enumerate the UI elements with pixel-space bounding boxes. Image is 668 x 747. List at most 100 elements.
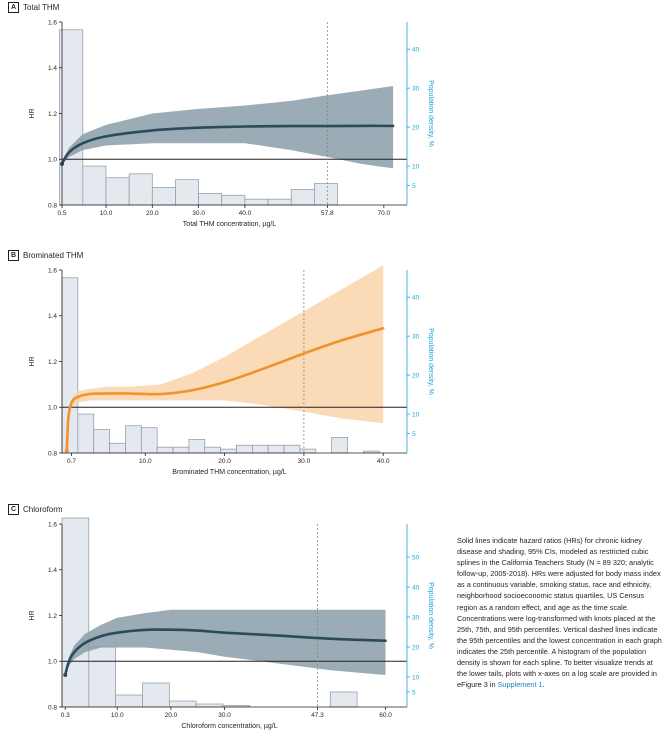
histogram-bar bbox=[128, 173, 153, 206]
histogram-bar bbox=[244, 198, 269, 206]
histogram-bar bbox=[331, 437, 348, 454]
x-tick-label: 57.8 bbox=[321, 210, 334, 217]
histogram-bar bbox=[175, 179, 199, 206]
x-tick-label: 10.0 bbox=[139, 458, 152, 465]
panel-a-letter: A bbox=[8, 2, 19, 13]
histogram-bar bbox=[77, 413, 95, 454]
spline-start-point bbox=[64, 448, 69, 453]
histogram-bar bbox=[267, 198, 292, 206]
histogram-bar bbox=[93, 429, 110, 454]
x-tick-label: 0.7 bbox=[67, 458, 76, 465]
confidence-band bbox=[65, 609, 386, 675]
histogram-bar bbox=[156, 446, 174, 454]
y2-tick-label: 40 bbox=[412, 295, 420, 302]
histogram-bar bbox=[188, 439, 206, 454]
y-tick-label: 0.8 bbox=[48, 202, 57, 209]
y-tick-label: 1.4 bbox=[48, 313, 57, 320]
figure-caption: Solid lines indicate hazard ratios (HRs)… bbox=[457, 535, 662, 690]
y-axis-label: HR bbox=[29, 610, 36, 620]
histogram-bar bbox=[168, 700, 197, 708]
y2-axis-label: Population density, % bbox=[427, 328, 434, 395]
y-tick-label: 0.8 bbox=[48, 450, 57, 457]
histogram-bar bbox=[236, 444, 253, 454]
y-tick-label: 1.6 bbox=[48, 19, 57, 26]
x-axis-label: Chloroform concentration, µg/L bbox=[181, 723, 277, 730]
histogram-bar bbox=[140, 427, 158, 454]
x-tick-label: 10.0 bbox=[100, 210, 113, 217]
chart-brominated-thm: 0.8 1.0 1.2 1.4 1.6 HR 0.7 10.0 20.0 30.0 40.0 Brom… bbox=[29, 265, 434, 476]
histogram-bar bbox=[329, 691, 358, 708]
x-tick-label: 40.0 bbox=[239, 210, 252, 217]
y2-tick-label: 20 bbox=[412, 372, 420, 379]
panel-c-title-text: Chloroform bbox=[23, 505, 63, 514]
y2-tick-label: 10 bbox=[412, 411, 420, 418]
x-tick-label: 0.5 bbox=[57, 210, 66, 217]
x-tick-label: 20.0 bbox=[146, 210, 159, 217]
x-tick-label: 30.0 bbox=[298, 458, 311, 465]
histogram-bar bbox=[172, 446, 190, 454]
y-tick-label: 1.2 bbox=[48, 111, 57, 118]
histogram-bar bbox=[109, 442, 126, 454]
caption-text: Solid lines indicate hazard ratios (HRs)… bbox=[457, 536, 662, 690]
panel-b-title-text: Brominated THM bbox=[23, 251, 84, 260]
y2-tick-label: 10 bbox=[412, 674, 420, 681]
x-tick-label: 30.0 bbox=[218, 712, 231, 719]
y-tick-label: 1.0 bbox=[48, 659, 57, 666]
y-tick-label: 0.8 bbox=[48, 704, 57, 711]
histogram-bar bbox=[251, 444, 269, 454]
spline-start-point bbox=[63, 672, 68, 677]
histogram-bar bbox=[125, 425, 142, 454]
histogram-bar bbox=[195, 703, 224, 708]
histogram-bar bbox=[198, 192, 223, 206]
y2-tick-label: 40 bbox=[412, 584, 420, 591]
y2-tick-label: 30 bbox=[412, 85, 420, 92]
x-axis-label: Brominated THM concentration, µg/L bbox=[172, 469, 287, 476]
y2-tick-label: 10 bbox=[412, 163, 420, 170]
x-tick-label: 0.3 bbox=[61, 712, 70, 719]
x-tick-label: 10.0 bbox=[111, 712, 124, 719]
x-tick-label: 40.0 bbox=[377, 458, 390, 465]
y-tick-label: 1.6 bbox=[48, 267, 57, 274]
histogram-bar bbox=[61, 277, 79, 454]
histogram-bar bbox=[221, 194, 246, 206]
y-tick-label: 1.0 bbox=[48, 405, 57, 412]
confidence-band bbox=[66, 265, 384, 451]
y2-tick-label: 20 bbox=[412, 124, 420, 131]
histogram-bar bbox=[61, 517, 90, 708]
y-tick-label: 1.4 bbox=[48, 65, 57, 72]
panel-a-title-text: Total THM bbox=[23, 3, 60, 12]
y2-tick-label: 5 bbox=[412, 431, 416, 438]
y-tick-label: 1.2 bbox=[48, 359, 57, 366]
histogram-bar bbox=[88, 646, 117, 708]
hr-spline-line bbox=[65, 327, 385, 452]
y2-tick-label: 5 bbox=[412, 689, 416, 696]
histogram-bar bbox=[59, 29, 84, 206]
histogram-bar bbox=[151, 187, 176, 206]
histogram-bar bbox=[142, 682, 170, 708]
x-tick-label: 20.0 bbox=[218, 458, 231, 465]
supplement-link[interactable]: Supplement 1 bbox=[497, 680, 543, 690]
panel-c-letter: C bbox=[8, 504, 19, 515]
y2-tick-label: 30 bbox=[412, 614, 420, 621]
y-axis-label: HR bbox=[29, 356, 36, 366]
chart-chloroform: 0.8 1.0 1.2 1.4 1.6 HR 0.3 10.0 20.0 30.0 47.3 60.0… bbox=[29, 517, 434, 730]
y-axis-label: HR bbox=[29, 108, 36, 118]
panel-a-title: A Total THM bbox=[8, 2, 59, 13]
hr-spline-line bbox=[63, 628, 387, 677]
caption-end: . bbox=[542, 680, 545, 690]
histogram-bar bbox=[115, 694, 143, 708]
histogram-bar bbox=[267, 444, 285, 454]
y2-axis-label: Population density, % bbox=[427, 80, 434, 147]
histogram-bar bbox=[299, 448, 317, 454]
histogram-bar bbox=[204, 446, 221, 454]
panel-c-title: C Chloroform bbox=[8, 504, 63, 515]
y2-tick-label: 30 bbox=[412, 333, 420, 340]
y2-tick-label: 40 bbox=[412, 47, 420, 54]
panel-b-title: B Brominated THM bbox=[8, 250, 83, 261]
y2-axis-label: Population density, % bbox=[427, 582, 434, 649]
histogram-bar bbox=[290, 189, 315, 206]
hr-spline-line bbox=[60, 124, 395, 166]
histogram-bar bbox=[283, 444, 301, 454]
y-tick-label: 1.6 bbox=[48, 521, 57, 528]
y-tick-label: 1.2 bbox=[48, 613, 57, 620]
